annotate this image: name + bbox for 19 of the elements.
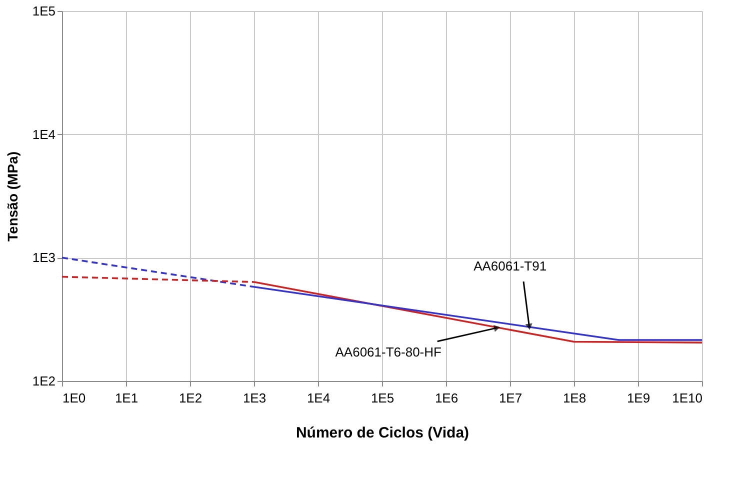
y-tick-label: 1E3 — [32, 250, 56, 266]
x-tick-label: 1E4 — [306, 390, 330, 406]
annotation: AA6061-T91 — [474, 258, 547, 274]
x-tick-label: 1E0 — [62, 390, 86, 406]
y-tick-label: 1E5 — [32, 4, 56, 18]
annotation: AA6061-T6-80-HF — [335, 344, 442, 360]
x-tick-label: 1E10 — [672, 390, 702, 406]
x-tick-label: 1E7 — [498, 390, 522, 406]
y-axis-title: Tensão (MPa) — [4, 152, 20, 242]
x-tick-label: 1E9 — [626, 390, 650, 406]
x-tick-label: 1E3 — [242, 390, 266, 406]
x-tick-label: 1E8 — [562, 390, 586, 406]
y-tick-label: 1E2 — [32, 374, 56, 388]
x-tick-label: 1E5 — [370, 390, 394, 406]
x-tick-label: 1E6 — [434, 390, 458, 406]
x-tick-label: 1E1 — [114, 390, 138, 406]
x-axis-title: Número de Ciclos (Vida) — [296, 424, 470, 442]
y-tick-label: 1E4 — [32, 126, 56, 142]
x-tick-label: 1E2 — [178, 390, 202, 406]
